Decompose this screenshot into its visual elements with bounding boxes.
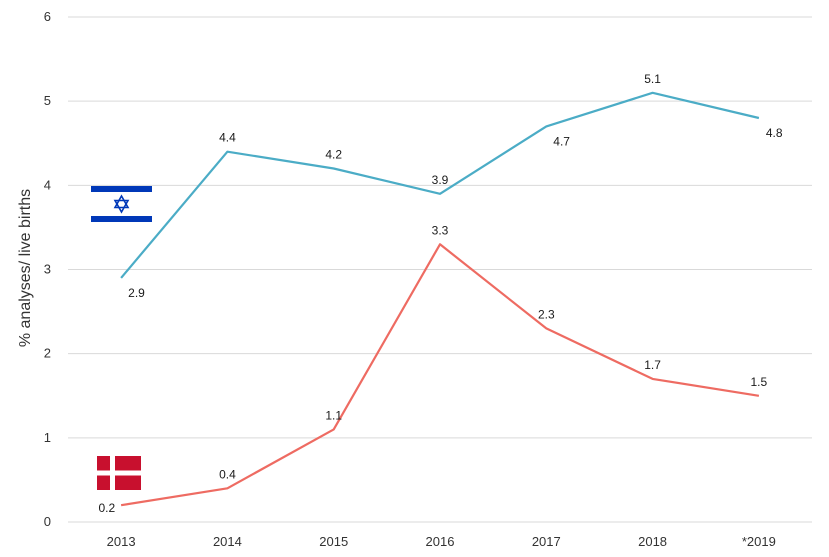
x-axis-ticks: 2013 2014 2015 2016 2017 2018 *2019 (107, 534, 776, 549)
x-tick-label: 2013 (107, 534, 136, 549)
x-tick-label: 2016 (426, 534, 455, 549)
israel-flag-icon (91, 186, 152, 222)
y-axis-ticks: 0 1 2 3 4 5 6 (44, 9, 51, 529)
data-label-denmark: 0.2 (98, 501, 115, 515)
series-line-denmark (120, 243, 760, 507)
data-label-israel: 4.8 (766, 126, 783, 140)
y-tick-label: 4 (44, 177, 51, 192)
y-tick-label: 3 (44, 262, 51, 277)
data-label-israel: 4.7 (553, 134, 570, 148)
x-tick-label: 2018 (638, 534, 667, 549)
data-label-israel: 3.9 (432, 173, 449, 187)
y-tick-label: 5 (44, 93, 51, 108)
y-tick-label: 2 (44, 346, 51, 361)
data-label-denmark: 1.7 (644, 358, 661, 372)
data-labels: 2.9 4.4 4.2 3.9 4.7 5.1 4.8 0.2 0.4 1.1 3.3 2.3 1.7 1… (98, 72, 782, 515)
data-label-denmark: 2.3 (538, 307, 555, 321)
data-label-denmark: 3.3 (432, 223, 449, 237)
denmark-flag-icon (97, 456, 141, 490)
series-lines (120, 91, 760, 507)
y-tick-label: 6 (44, 9, 51, 24)
series-line-israel (120, 91, 760, 279)
y-tick-label: 1 (44, 430, 51, 445)
y-tick-label: 0 (44, 514, 51, 529)
data-label-israel: 4.4 (219, 131, 236, 145)
data-label-denmark: 0.4 (219, 467, 236, 481)
data-label-denmark: 1.5 (751, 375, 768, 389)
x-tick-label: 2014 (213, 534, 242, 549)
data-label-israel: 2.9 (128, 286, 145, 300)
x-tick-label: 2017 (532, 534, 561, 549)
x-tick-label: *2019 (742, 534, 776, 549)
data-label-israel: 5.1 (644, 72, 661, 86)
data-label-denmark: 1.1 (325, 408, 342, 422)
x-tick-label: 2015 (319, 534, 348, 549)
gridlines (68, 16, 812, 523)
data-label-israel: 4.2 (325, 148, 342, 162)
y-axis-title: % analyses/ live births (17, 189, 34, 347)
